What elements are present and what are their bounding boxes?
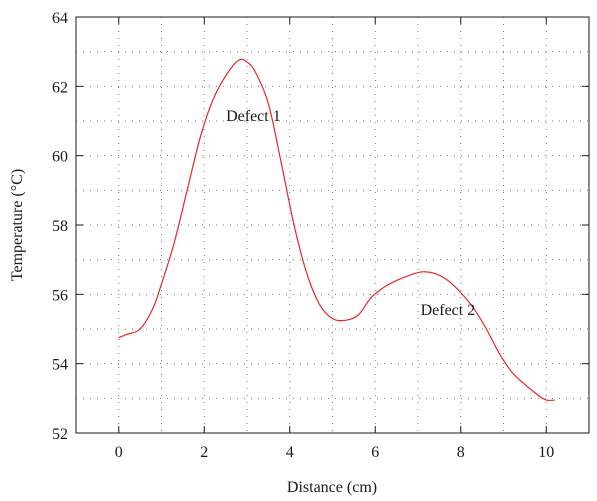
axis-ticks <box>76 16 589 434</box>
x-tick-label: 8 <box>457 444 465 461</box>
y-tick-label: 62 <box>52 79 68 96</box>
y-axis-title: Temperature (°C) <box>9 169 26 281</box>
x-tick-label: 10 <box>538 444 554 461</box>
y-tick-label: 58 <box>52 218 68 235</box>
y-tick-label: 56 <box>52 287 68 304</box>
y-tick-label: 60 <box>52 149 68 166</box>
x-tick-label: 2 <box>200 444 208 461</box>
y-tick-label: 64 <box>52 10 68 27</box>
y-tick-label: 54 <box>52 357 68 374</box>
x-axis-title: Distance (cm) <box>287 479 377 496</box>
annotation-defect-2: Defect 2 <box>421 302 476 319</box>
grid <box>76 17 589 433</box>
x-tick-label: 0 <box>115 444 123 461</box>
series-line <box>118 58 555 402</box>
y-tick-label: 52 <box>52 426 68 443</box>
annotation-defect-1: Defect 1 <box>226 108 281 125</box>
x-tick-label: 6 <box>371 444 379 461</box>
x-tick-label: 4 <box>286 444 294 461</box>
tick-labels: 0 2 4 6 8 10 52 54 56 58 60 62 64 <box>52 10 554 461</box>
